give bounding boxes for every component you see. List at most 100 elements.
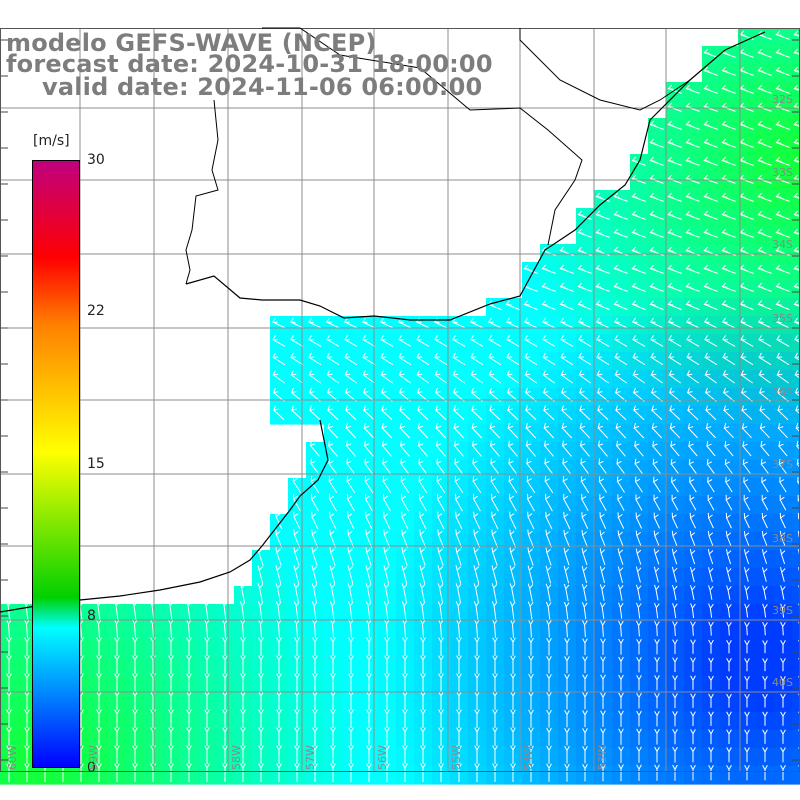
wind-arrow: [617, 566, 624, 583]
wind-speed-field: [0, 28, 800, 785]
wind-arrow: [312, 763, 318, 782]
wind-arrow: [509, 493, 517, 512]
wind-arrow: [654, 584, 660, 601]
wind-arrow: [311, 583, 318, 602]
wind-arrow: [775, 102, 790, 112]
wind-arrow: [563, 547, 570, 566]
wind-arrow: [150, 673, 156, 692]
wind-arrow: [721, 300, 736, 311]
wind-arrow: [401, 619, 408, 639]
wind-arrow: [721, 210, 736, 220]
wind-arrow: [721, 192, 736, 202]
wind-speed-cell: [792, 730, 800, 749]
wind-arrow: [365, 547, 372, 566]
wind-arrow: [613, 317, 628, 329]
wind-arrow: [545, 511, 553, 530]
wind-arrow: [580, 458, 590, 475]
wind-arrow: [685, 300, 700, 311]
wind-arrow: [433, 335, 448, 347]
wind-arrow: [505, 335, 520, 347]
wind-speed-cell: [792, 748, 800, 767]
wind-arrow: [564, 763, 570, 782]
wind-arrow: [635, 548, 642, 565]
wind-arrow: [435, 422, 447, 439]
wind-arrow: [132, 709, 138, 728]
wind-arrow: [631, 174, 646, 184]
wind-arrow: [617, 548, 624, 565]
wind-arrow: [114, 745, 120, 764]
wind-arrow: [470, 352, 484, 366]
wind-arrow: [726, 603, 732, 618]
wind-arrow: [793, 264, 800, 272]
wind-arrow: [582, 620, 588, 638]
wind-arrow: [275, 565, 282, 584]
wind-arrow: [775, 210, 790, 220]
wind-arrow: [726, 549, 732, 565]
wind-arrow: [96, 763, 102, 782]
wind-arrow: [744, 640, 750, 654]
wind-arrow: [150, 691, 156, 710]
wind-arrow: [239, 619, 246, 639]
wind-arrow: [725, 476, 733, 493]
wind-arrow: [581, 565, 588, 584]
wind-arrow: [775, 48, 790, 58]
wind-speed-cell: [792, 694, 800, 713]
wind-arrow: [366, 673, 372, 692]
wind-arrow: [365, 529, 373, 548]
wind-arrow: [402, 691, 408, 710]
lat-lon-grid: [0, 28, 800, 772]
wind-arrow: [780, 658, 786, 672]
wind-arrow: [456, 637, 462, 656]
wind-arrow: [667, 192, 682, 202]
wind-speed-cell: [792, 550, 800, 569]
wind-arrow: [289, 335, 304, 347]
wind-speed-cell: [792, 352, 800, 371]
wind-arrow: [775, 300, 790, 311]
wind-arrow: [562, 476, 572, 494]
wind-speed-cell: [792, 460, 800, 479]
wind-arrow: [577, 282, 592, 292]
wind-arrow: [348, 745, 354, 764]
wind-arrow: [564, 745, 570, 764]
wind-arrow: [613, 282, 628, 292]
wind-arrow: [671, 476, 679, 493]
wind-arrow: [561, 422, 573, 439]
wind-arrow: [6, 709, 12, 728]
wind-arrow: [582, 656, 588, 673]
wind-speed-cell: [792, 46, 800, 65]
wind-arrow: [744, 603, 750, 618]
wind-arrow: [775, 228, 790, 238]
wind-arrow: [617, 512, 625, 529]
wind-arrow: [420, 745, 426, 764]
wind-arrow: [689, 530, 696, 547]
wind-arrow: [132, 691, 138, 710]
wind-arrow: [649, 156, 664, 166]
wind-arrow: [344, 370, 357, 384]
wind-arrow: [363, 440, 374, 457]
wind-arrow: [239, 583, 246, 602]
wind-arrow: [577, 264, 592, 274]
wind-arrow: [759, 423, 770, 439]
wind-arrow: [438, 727, 444, 746]
wind-arrow: [344, 352, 358, 366]
wind-arrow: [685, 264, 700, 274]
wind-arrow: [384, 673, 390, 692]
wind-arrow: [757, 228, 772, 238]
wind-arrow: [636, 746, 642, 763]
wind-arrow: [762, 585, 768, 600]
wind-arrow: [381, 440, 392, 457]
wind-arrow: [617, 584, 624, 601]
wind-arrow: [577, 246, 592, 256]
wind-arrow: [474, 655, 480, 674]
wind-arrow: [437, 547, 444, 566]
wind-arrow: [741, 423, 752, 439]
wind-arrow: [417, 422, 429, 439]
wind-arrow: [779, 530, 786, 547]
wind-arrow: [598, 476, 608, 493]
wind-arrow: [95, 619, 102, 639]
wind-arrow: [23, 601, 30, 620]
wind-arrow: [473, 547, 480, 566]
wind-arrow: [222, 655, 228, 674]
wind-arrow: [434, 352, 448, 366]
wind-arrow: [649, 335, 664, 347]
